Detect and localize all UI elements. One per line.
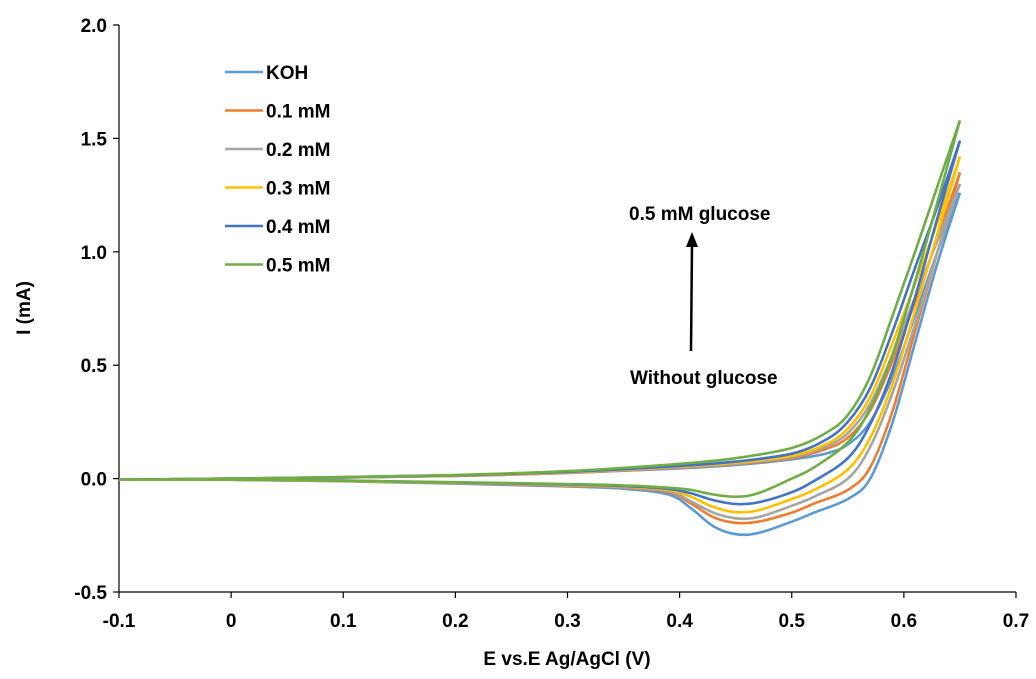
x-tick-label: 0.2 [442, 611, 468, 632]
plot-background [119, 25, 1016, 592]
series-lines [118, 119, 962, 537]
annotation-arrow-shaft [689, 243, 694, 352]
annotation-top: 0.5 mM glucose [629, 204, 771, 225]
x-tick-label: -0.1 [103, 611, 136, 632]
annotation-arrow-head [686, 232, 698, 247]
legend-label-0-1-mm: 0.1 mM [266, 102, 330, 123]
y-tick-label: 0.5 [81, 356, 108, 377]
y-tick-label: 1.0 [81, 243, 107, 264]
y-tick-label: 0.0 [81, 470, 107, 491]
x-axis-ticks: -0.1 0 0.1 0.2 0.3 0.4 0.5 0.6 0.7 [103, 592, 1029, 632]
legend-label-0-2-mm: 0.2 mM [266, 140, 330, 161]
y-tick-label: 2.0 [81, 16, 107, 37]
plot-area: -0.1 0 0.1 0.2 0.3 0.4 0.5 0.6 0.7 -0.5 0.0 0.5 1.0… [74, 16, 1029, 632]
legend-label-0-5-mm: 0.5 mM [266, 256, 330, 277]
x-tick-label: 0.3 [554, 611, 580, 632]
legend-label-koh: KOH [266, 63, 308, 84]
x-tick-label: 0.7 [1003, 611, 1029, 632]
legend-label-0-4-mm: 0.4 mM [266, 217, 330, 238]
legend: KOH 0.1 mM 0.2 mM 0.3 mM 0.4 mM 0.5 mM [225, 63, 330, 277]
x-tick-label: 0 [226, 611, 237, 632]
x-tick-label: 0.4 [666, 611, 693, 632]
x-tick-label: 0.5 [779, 611, 806, 632]
y-tick-label: -0.5 [74, 583, 107, 604]
legend-label-0-3-mm: 0.3 mM [266, 179, 330, 200]
series-line-0-5-mm-reverse [118, 119, 962, 499]
y-axis-ticks: -0.5 0.0 0.5 1.0 1.5 2.0 [74, 16, 119, 604]
x-axis-title: E vs.E Ag/AgCl (V) [483, 649, 650, 670]
x-tick-label: 0.1 [330, 611, 357, 632]
y-tick-label: 1.5 [81, 129, 108, 150]
series-line-0-5-mm-forward [118, 119, 962, 481]
y-axis-title: I (mA) [14, 281, 35, 335]
annotations: 0.5 mM glucose Without glucose [629, 204, 778, 389]
x-tick-label: 0.6 [891, 611, 917, 632]
annotation-bottom: Without glucose [630, 368, 778, 389]
